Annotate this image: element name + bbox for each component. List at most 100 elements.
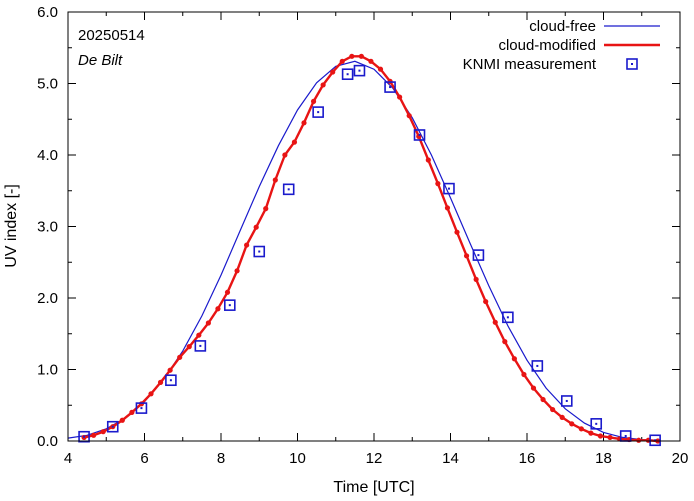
knmi-measurement-box <box>531 360 544 372</box>
knmi-measurement-point <box>165 374 177 387</box>
knmi-measurement-point <box>472 249 485 261</box>
cloud-modified-point <box>511 356 517 362</box>
knmi-measurement-box <box>384 81 396 93</box>
knmi-measurement-box <box>353 64 366 77</box>
x-tick-label: 12 <box>366 450 383 467</box>
cloud-modified-point <box>530 385 537 391</box>
knmi-measurement-dot <box>595 422 598 425</box>
knmi-measurement-box <box>443 182 455 195</box>
cloud-modified-point <box>550 406 556 413</box>
cloud-modified-point <box>435 181 441 187</box>
cloud-modified-point <box>339 58 345 64</box>
cloud-modified-point <box>196 332 202 338</box>
legend-label-cloud-free: cloud-free <box>529 18 596 35</box>
cloud-modified-point <box>454 229 460 235</box>
knmi-measurement-dot <box>654 439 657 442</box>
y-tick-label: 2.0 <box>37 290 58 307</box>
y-tick-label: 1.0 <box>37 362 58 379</box>
knmi-measurement-dot <box>317 111 320 114</box>
cloud-modified-point <box>263 206 269 212</box>
knmi-measurement-dot <box>418 133 421 136</box>
legend-label-knmi-measurement: KNMI measurement <box>463 56 597 73</box>
knmi-measurement-box <box>312 106 324 118</box>
cloud-modified-point <box>349 53 355 59</box>
cloud-modified-point <box>425 157 431 163</box>
legend-label-cloud-modified: cloud-modified <box>498 37 596 54</box>
cloud-modified-point <box>473 276 479 283</box>
x-tick-label: 6 <box>140 450 148 467</box>
knmi-measurement-box <box>165 374 177 387</box>
y-tick-label: 4.0 <box>37 147 58 164</box>
knmi-measurement-point <box>135 402 148 414</box>
cloud-modified-point <box>569 421 575 427</box>
cloud-modified-point <box>148 391 154 397</box>
cloud-modified-point <box>244 242 250 248</box>
knmi-measurement-point <box>223 299 236 311</box>
knmi-measurement-box <box>223 299 236 311</box>
cloud-modified-point <box>636 437 642 443</box>
knmi-measurement-point <box>413 129 426 141</box>
knmi-measurement-point <box>194 340 207 352</box>
knmi-measurement-dot <box>536 364 539 367</box>
knmi-measurement-dot <box>447 187 450 190</box>
knmi-measurement-dot <box>346 73 349 76</box>
knmi-measurement-box <box>253 245 266 258</box>
cloud-modified-point <box>234 268 240 274</box>
cloud-modified-point <box>444 205 451 211</box>
knmi-measurement-point <box>649 434 661 447</box>
knmi-measurement-point <box>312 106 324 118</box>
cloud-modified-point <box>607 434 613 441</box>
cloud-modified-point <box>368 58 374 64</box>
series-markers <box>78 53 661 447</box>
x-axis-title: Time [UTC] <box>333 479 414 496</box>
legend-swatch-knmi-dot <box>631 63 633 65</box>
cloud-modified-point <box>521 371 527 378</box>
cloud-modified-point <box>330 69 336 75</box>
x-tick-label: 10 <box>289 450 306 467</box>
cloud-modified-point <box>119 417 125 423</box>
cloud-modified-point <box>177 354 183 360</box>
knmi-measurement-dot <box>358 69 361 72</box>
cloud-modified-point <box>397 94 403 100</box>
knmi-measurement-dot <box>506 316 509 319</box>
legend-swatch-knmi-measurement <box>626 58 638 70</box>
cloud-modified-point <box>377 66 384 72</box>
y-axis-title: UV index [-] <box>3 184 20 268</box>
knmi-measurement-box <box>194 340 207 352</box>
knmi-measurement-dot <box>624 434 627 437</box>
knmi-measurement-point <box>590 418 603 430</box>
y-tick-label: 3.0 <box>37 219 58 236</box>
cloud-modified-point <box>186 344 192 350</box>
knmi-measurement-box <box>472 249 485 261</box>
knmi-measurement-point <box>282 183 295 196</box>
knmi-measurement-box <box>413 129 426 141</box>
knmi-measurement-dot <box>477 254 480 257</box>
cloud-modified-point <box>224 289 231 295</box>
cloud-modified-point <box>320 82 326 88</box>
knmi-measurement-point <box>560 395 573 407</box>
cloud-modified-point <box>157 379 164 385</box>
knmi-measurement-dot <box>199 344 202 347</box>
cloud-modified-point <box>540 396 546 403</box>
knmi-measurement-point <box>78 430 90 443</box>
plot-area <box>68 12 680 441</box>
legend: cloud-free cloud-modified KNMI measureme… <box>463 18 660 73</box>
cloud-modified-point <box>406 113 412 119</box>
knmi-measurement-dot <box>228 304 231 307</box>
knmi-measurement-point <box>502 311 514 324</box>
y-tick-label: 0.0 <box>37 433 58 450</box>
y-tick-label: 6.0 <box>37 4 58 21</box>
plot-frame <box>67 11 681 442</box>
cloud-modified-point <box>129 409 135 415</box>
knmi-measurement-dot <box>169 379 172 382</box>
knmi-measurement-point <box>341 68 354 81</box>
knmi-measurement-dot <box>83 435 86 438</box>
knmi-measurement-point <box>443 182 455 195</box>
cloud-modified-point <box>358 53 364 59</box>
knmi-measurement-dot <box>389 86 392 89</box>
knmi-measurement-box <box>78 430 90 443</box>
cloud-modified-point <box>301 120 307 126</box>
knmi-measurement-point <box>253 245 266 258</box>
knmi-measurement-point <box>384 81 396 93</box>
knmi-measurement-dot <box>565 399 568 402</box>
